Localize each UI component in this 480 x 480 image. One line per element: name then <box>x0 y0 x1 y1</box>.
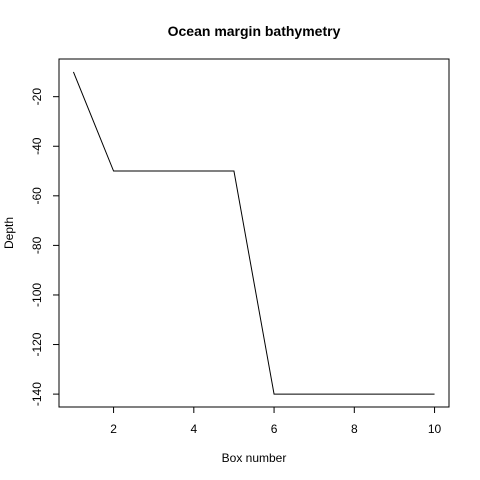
y-tick-label: -20 <box>30 88 44 106</box>
x-tick-label: 10 <box>428 422 442 436</box>
y-axis: -20 -40 -60 -80 -100 -120 -140 <box>30 88 60 406</box>
chart-title: Ocean margin bathymetry <box>168 23 341 39</box>
y-axis-title: Depth <box>2 217 16 249</box>
x-axis-title: Box number <box>222 451 287 465</box>
y-tick-label: -40 <box>30 137 44 155</box>
x-tick-label: 8 <box>351 422 358 436</box>
x-tick-label: 2 <box>110 422 117 436</box>
y-tick-label: -60 <box>30 187 44 205</box>
plot-frame <box>58 58 450 408</box>
y-tick-label: -140 <box>30 382 44 406</box>
x-axis: 2 4 6 8 10 <box>110 406 442 436</box>
x-tick-label: 4 <box>190 422 197 436</box>
x-tick-label: 6 <box>271 422 278 436</box>
y-tick-label: -80 <box>30 236 44 254</box>
depth-line <box>72 71 435 395</box>
y-tick-label: -100 <box>30 283 44 307</box>
y-tick-label: -120 <box>30 332 44 356</box>
